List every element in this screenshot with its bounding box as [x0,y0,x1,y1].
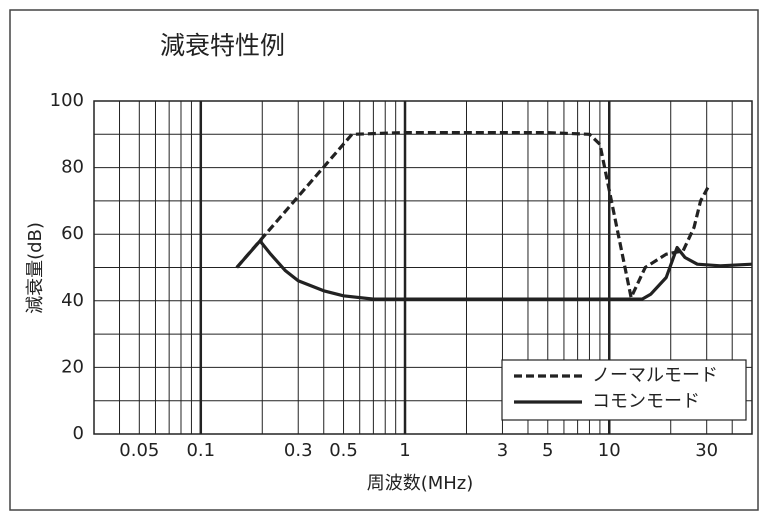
series-line [235,131,712,300]
y-axis-label: 減衰量(dB) [25,222,46,314]
y-tick-label: 40 [61,290,84,311]
frame [9,9,759,511]
x-tick-label: 0.1 [186,440,215,461]
y-tick-label: 0 [73,423,84,444]
x-tick-label: 10 [598,440,621,461]
legend-box [501,359,747,421]
legend-label: ノーマルモード [592,365,718,386]
x-tick-label: 30 [695,440,718,461]
y-tick-label: 20 [61,356,84,377]
y-tick-label: 60 [61,223,84,244]
x-tick-label: 1 [399,440,410,461]
x-tick-label: 0.5 [329,440,358,461]
x-tick-label: 0.05 [119,440,159,461]
legend-label: コモンモード [592,391,700,412]
series-line [235,239,753,301]
y-tick-label: 100 [50,90,84,111]
x-tick-label: 0.3 [284,440,313,461]
plot-border [93,100,753,435]
chart-title: 減衰特性例 [160,31,285,60]
y-tick-label: 80 [61,157,84,178]
x-tick-label: 5 [542,440,553,461]
x-tick-label: 3 [497,440,508,461]
x-axis-label: 周波数(MHz) [367,473,474,494]
